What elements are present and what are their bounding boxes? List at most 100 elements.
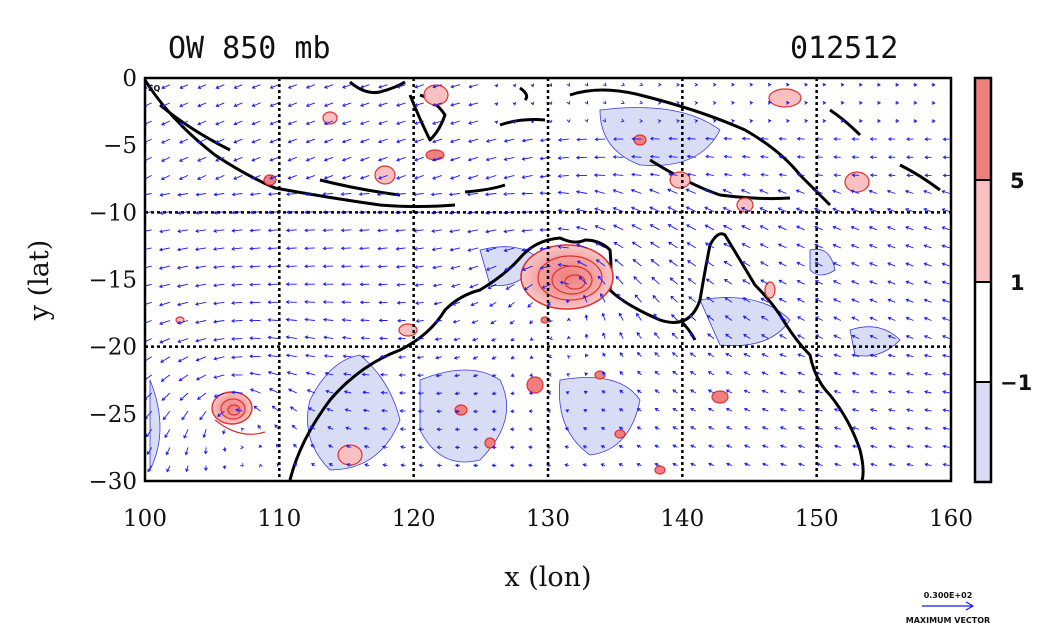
wind-vector <box>177 192 189 197</box>
wind-vector <box>197 84 207 89</box>
wind-vector <box>176 247 189 252</box>
wind-vector <box>877 100 882 105</box>
wind-vector <box>491 337 497 342</box>
wind-vector <box>804 118 809 123</box>
wind-vector <box>850 207 860 213</box>
wind-vector <box>269 120 279 126</box>
wind-vector <box>630 206 642 213</box>
wind-vector <box>942 173 950 178</box>
wind-vector <box>323 84 334 89</box>
wind-vector <box>887 244 896 249</box>
wind-vector <box>473 445 479 450</box>
wind-vector <box>868 244 878 249</box>
wind-vector <box>594 225 606 231</box>
wind-vector <box>667 206 678 213</box>
wind-vector <box>197 102 207 108</box>
wind-vector <box>413 247 424 251</box>
wind-vector <box>576 137 588 142</box>
wind-vector <box>859 100 863 105</box>
wind-vector <box>931 101 936 105</box>
x-tick-label: 160 <box>929 506 973 532</box>
wind-vector <box>287 138 297 144</box>
wind-vector <box>521 174 533 180</box>
wind-vector <box>432 174 443 180</box>
wind-vector <box>509 427 515 432</box>
wind-vector <box>668 154 678 159</box>
wind-vector <box>777 243 787 249</box>
wind-vector <box>160 356 171 363</box>
wind-vector <box>833 316 841 321</box>
wind-vector <box>600 426 606 431</box>
wind-vector <box>293 443 298 448</box>
wind-vector <box>231 228 243 233</box>
wind-vector <box>508 301 515 308</box>
wind-vector <box>305 156 316 162</box>
wind-vector <box>595 242 606 249</box>
wind-vector <box>378 102 388 107</box>
wind-vector <box>913 100 918 105</box>
wind-vector <box>707 407 715 412</box>
wind-vector <box>797 407 805 412</box>
wind-vector <box>146 447 153 455</box>
wind-vector <box>833 408 841 412</box>
wind-vector <box>759 207 769 213</box>
wind-vector <box>761 462 769 467</box>
wind-vector <box>521 247 533 252</box>
wind-vector <box>858 82 863 87</box>
wind-vector <box>194 283 207 288</box>
wind-vector <box>904 207 914 213</box>
wind-vector <box>359 246 370 251</box>
wind-vector <box>924 137 932 142</box>
wind-vector <box>668 259 678 267</box>
wind-vector <box>549 336 553 341</box>
wind-vector <box>195 356 207 362</box>
wind-vector <box>707 333 715 339</box>
wind-vector <box>509 445 515 450</box>
x-tick-label: 150 <box>795 506 839 532</box>
wind-vector <box>649 224 660 231</box>
wind-vector <box>166 465 171 473</box>
wind-vector <box>431 229 442 233</box>
wind-vector <box>723 154 733 159</box>
wind-vector <box>614 258 624 267</box>
wind-vector <box>359 282 370 287</box>
wind-vector <box>850 225 860 231</box>
wind-vector <box>361 372 370 377</box>
wind-vector <box>432 120 443 125</box>
wind-vector <box>675 119 680 124</box>
wind-vector <box>473 463 479 468</box>
wind-vector <box>688 314 697 321</box>
wind-vector <box>652 294 660 303</box>
wind-vector <box>179 138 189 144</box>
wind-vector <box>204 465 208 472</box>
wind-vector <box>759 225 769 231</box>
wind-vector <box>582 445 588 449</box>
wind-vector <box>285 317 297 322</box>
wind-vector <box>396 282 406 287</box>
wind-vector <box>584 333 589 339</box>
wind-vector <box>240 463 244 468</box>
wind-vector <box>797 334 805 339</box>
wind-vector <box>165 447 171 456</box>
y-tick-label: −5 <box>103 133 137 159</box>
wind-vector <box>470 301 479 307</box>
wind-vector <box>760 172 769 177</box>
wind-vector <box>923 244 932 249</box>
wind-vector <box>594 189 606 194</box>
wind-vector <box>505 283 515 290</box>
wind-vector <box>359 156 370 162</box>
wind-vector <box>887 334 896 340</box>
wind-vector <box>418 427 424 432</box>
wind-vector <box>213 301 225 306</box>
wind-vector <box>557 174 569 179</box>
wind-vector <box>195 192 207 197</box>
wind-vector <box>905 334 914 340</box>
wind-vector <box>667 224 678 231</box>
wind-vector <box>325 389 334 394</box>
wind-vector <box>725 444 733 448</box>
wind-vector <box>779 334 787 339</box>
wind-vector <box>633 276 642 285</box>
wind-vector <box>249 318 261 323</box>
wind-vector <box>346 463 352 467</box>
wind-vector <box>833 371 841 376</box>
